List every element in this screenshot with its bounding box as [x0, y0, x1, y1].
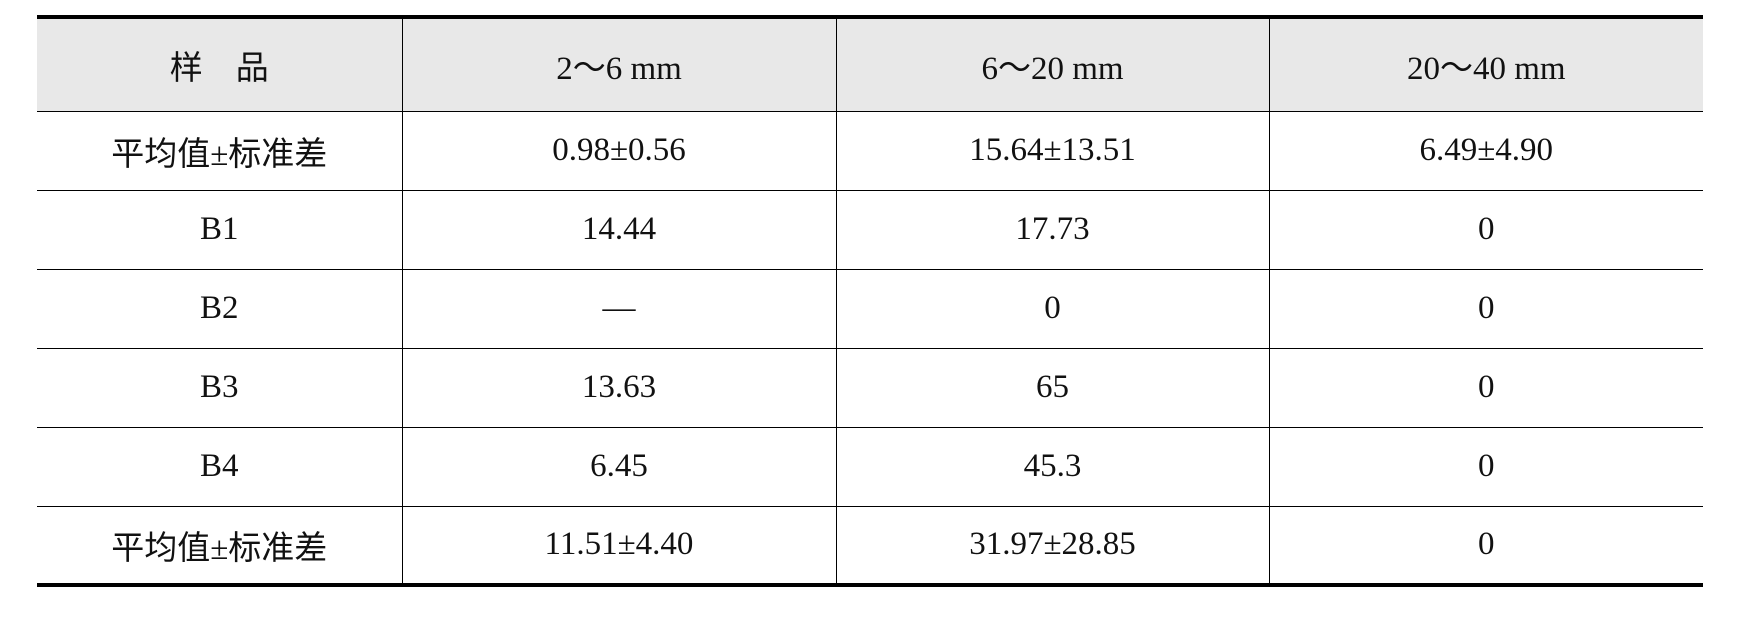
- table-body: 平均值±标准差 0.98±0.56 15.64±13.51 6.49±4.90 B1 14…: [37, 110, 1703, 585]
- table-row: 平均值±标准差 11.51±4.40 31.97±28.85 0: [37, 505, 1703, 585]
- table-cell: 65: [835, 347, 1269, 427]
- row-label: B4: [37, 426, 402, 506]
- table-cell: 0: [1268, 505, 1703, 585]
- header-cell: 2～6 mm: [401, 16, 836, 111]
- table-row: B4 6.45 45.3 0: [37, 426, 1703, 506]
- row-label: 平均值±标准差: [37, 505, 402, 585]
- table-cell: 0.98±0.56: [401, 110, 836, 190]
- table-cell: 6.45: [401, 426, 836, 506]
- header-cell: 6～20 mm: [835, 16, 1269, 111]
- row-label: B3: [37, 347, 402, 427]
- table-cell: 6.49±4.90: [1268, 110, 1703, 190]
- table-row: B3 13.63 65 0: [37, 347, 1703, 427]
- table-cell: 31.97±28.85: [835, 505, 1269, 585]
- row-label: B1: [37, 189, 402, 269]
- table-cell: 11.51±4.40: [401, 505, 836, 585]
- table-cell: 0: [1268, 426, 1703, 506]
- table-cell: 13.63: [401, 347, 836, 427]
- table-cell: 0: [1268, 189, 1703, 269]
- table-row: B1 14.44 17.73 0: [37, 189, 1703, 269]
- table-cell: 15.64±13.51: [835, 110, 1269, 190]
- table-cell: 0: [835, 268, 1269, 348]
- table-cell: 45.3: [835, 426, 1269, 506]
- row-label: 平均值±标准差: [37, 110, 402, 190]
- table-cell: —: [401, 268, 836, 348]
- table-row: 平均值±标准差 0.98±0.56 15.64±13.51 6.49±4.90: [37, 110, 1703, 190]
- row-label: B2: [37, 268, 402, 348]
- table-cell: 17.73: [835, 189, 1269, 269]
- header-row: 样 品 2～6 mm 6～20 mm 20～40 mm: [37, 16, 1703, 111]
- table-row: B2—0 0: [37, 268, 1703, 348]
- data-table: 样 品 2～6 mm 6～20 mm 20～40 mm 平均值±标准差 0.98±0.5…: [37, 15, 1703, 587]
- table-cell: 0: [1268, 268, 1703, 348]
- header-cell: 20～40 mm: [1268, 16, 1703, 111]
- table-cell: 14.44: [401, 189, 836, 269]
- table-cell: 0: [1268, 347, 1703, 427]
- header-cell: 样 品: [37, 16, 402, 111]
- table-header: 样 品 2～6 mm 6～20 mm 20～40 mm: [37, 16, 1703, 111]
